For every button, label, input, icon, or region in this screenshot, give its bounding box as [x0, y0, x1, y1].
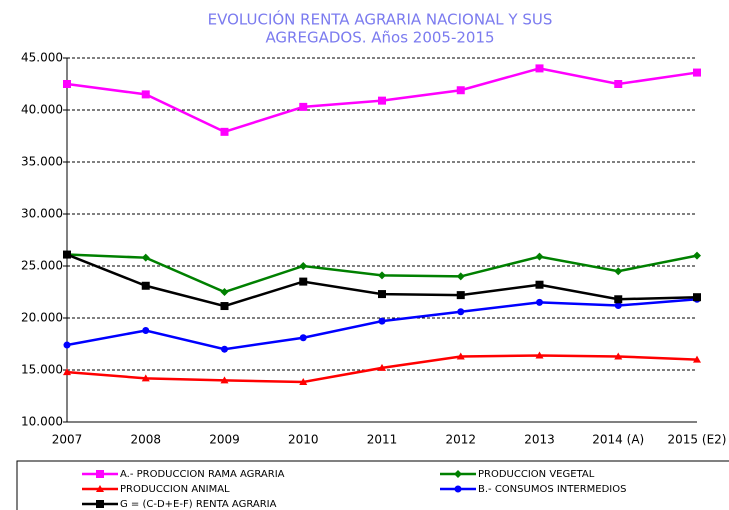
data-point — [378, 271, 386, 280]
data-point — [220, 127, 229, 136]
data-point — [535, 280, 544, 289]
data-point — [378, 363, 386, 371]
data-point — [141, 281, 150, 290]
x-tick-label: 2015 (E2) — [668, 433, 727, 447]
data-point — [457, 308, 465, 316]
legend-marker — [454, 485, 462, 493]
x-tick-label: 2010 — [288, 433, 319, 447]
data-point — [614, 352, 623, 360]
legend-label: G = (C-D+E-F) RENTA AGRARIA — [120, 499, 277, 510]
data-point — [614, 295, 623, 304]
y-tick-label: 20.000 — [21, 311, 63, 325]
data-point — [614, 80, 623, 88]
y-tick-label: 15.000 — [21, 363, 63, 377]
data-point — [142, 326, 150, 334]
data-point — [535, 351, 544, 359]
data-point — [63, 341, 71, 349]
data-point — [693, 251, 701, 260]
data-point — [299, 277, 308, 286]
data-point — [220, 376, 229, 384]
data-point — [456, 352, 465, 360]
chart-title: EVOLUCIÓN RENTA AGRARIA NACIONAL Y SUS — [208, 10, 553, 29]
data-point — [536, 298, 543, 306]
x-tick-label: 2012 — [445, 433, 476, 447]
data-point — [221, 345, 228, 353]
legend-label: A.- PRODUCCION RAMA AGRARIA — [120, 469, 285, 480]
data-point — [220, 302, 229, 311]
data-point — [535, 252, 544, 261]
x-tick-label: 2011 — [367, 433, 398, 447]
y-tick-label: 35.000 — [21, 155, 63, 169]
series-line — [66, 253, 698, 308]
x-tick-label: 2009 — [209, 433, 240, 447]
x-tick-label: 2014 (A) — [592, 433, 644, 447]
x-tick-label: 2013 — [524, 433, 555, 447]
legend-marker — [96, 500, 104, 508]
y-tick-label: 10.000 — [21, 415, 63, 429]
data-point — [614, 302, 622, 310]
y-tick-label: 40.000 — [21, 103, 63, 117]
x-tick-label: 2008 — [130, 433, 161, 447]
data-point — [141, 253, 150, 262]
legend-label: B.- CONSUMOS INTERMEDIOS — [478, 484, 626, 495]
legend-label: PRODUCCION ANIMAL — [120, 484, 230, 495]
legend-marker — [96, 470, 104, 478]
data-point — [378, 290, 386, 299]
legend-marker — [454, 470, 462, 478]
chart-title: AGREGADOS. Años 2005-2015 — [265, 29, 494, 47]
x-tick-label: 2007 — [52, 433, 83, 447]
data-point — [141, 374, 150, 382]
data-point — [378, 96, 386, 105]
data-point — [456, 272, 465, 281]
legend-label: PRODUCCION VEGETAL — [478, 469, 595, 480]
y-tick-label: 25.000 — [21, 259, 63, 273]
legend-marker — [96, 485, 104, 492]
data-point — [299, 377, 308, 385]
data-point — [535, 64, 544, 73]
y-tick-label: 30.000 — [21, 207, 63, 221]
data-point — [693, 355, 701, 363]
data-point — [299, 334, 307, 342]
data-point — [693, 68, 701, 77]
data-point — [378, 317, 386, 325]
data-point — [220, 288, 229, 296]
data-point — [456, 291, 465, 300]
data-point — [299, 262, 308, 270]
legend-box — [16, 460, 729, 510]
data-point — [456, 86, 465, 95]
data-point — [299, 102, 308, 111]
data-point — [614, 267, 623, 276]
data-point — [693, 293, 701, 302]
data-point — [141, 90, 150, 99]
data-point — [63, 80, 71, 88]
data-point — [63, 250, 71, 259]
y-tick-label: 45.000 — [21, 51, 63, 65]
data-point — [63, 368, 71, 376]
